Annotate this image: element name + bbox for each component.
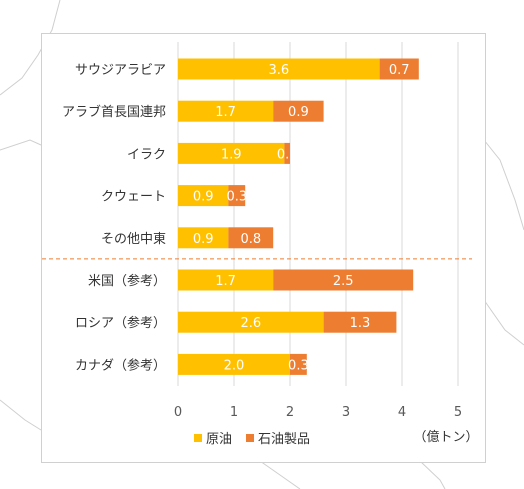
map-coastline xyxy=(259,460,301,489)
data-label: 0.9 xyxy=(193,190,214,205)
bar-crude-oil xyxy=(178,100,274,122)
legend-label: 石油製品 xyxy=(258,432,310,447)
data-label: 0.9 xyxy=(288,105,309,120)
x-tick-label: 3 xyxy=(342,405,350,420)
category-label: サウジアラビア xyxy=(75,63,166,78)
bar-oil-products xyxy=(290,353,307,375)
x-tick-label: 1 xyxy=(230,405,238,420)
map-coastline xyxy=(483,299,524,346)
map-coastline xyxy=(483,139,524,231)
data-label: 2.5 xyxy=(333,274,354,289)
legend-label: 原油 xyxy=(206,432,232,447)
bar-crude-oil xyxy=(178,311,324,333)
bar-oil-products xyxy=(284,142,290,164)
bar-crude-oil xyxy=(178,142,285,164)
chart-panel: 3.6 0.7 1.7 0.9 1.9 0.1 0.9 0.3 0.9 0.8 1.7 2.5 2.6 1… xyxy=(41,33,486,463)
legend: 原油 石油製品 xyxy=(194,432,310,447)
bar-oil-products xyxy=(228,227,274,249)
bar-chart: 3.6 0.7 1.7 0.9 1.9 0.1 0.9 0.3 0.9 0.8 1.7 2.5 2.6 1… xyxy=(42,42,479,447)
data-label: 1.7 xyxy=(215,105,236,120)
bar-crude-oil xyxy=(178,269,274,291)
category-label: カナダ（参考） xyxy=(75,357,166,373)
x-axis-ticks: 0 1 2 3 4 5 xyxy=(174,405,462,420)
map-coastline xyxy=(0,399,42,431)
x-tick-label: 0 xyxy=(174,405,182,420)
data-label: 2.6 xyxy=(240,316,261,331)
data-label: 2.0 xyxy=(224,358,245,373)
bar-crude-oil xyxy=(178,353,290,375)
bar-crude-oil xyxy=(178,227,229,249)
data-label: 0.8 xyxy=(240,232,261,247)
gridlines xyxy=(177,42,459,386)
category-label: その他中東 xyxy=(101,231,166,247)
bar-oil-products xyxy=(228,185,246,207)
category-label: イラク xyxy=(127,147,166,162)
map-coastline xyxy=(0,0,61,96)
data-label: 1.7 xyxy=(215,274,236,289)
bar-series: 3.6 0.7 1.7 0.9 1.9 0.1 0.9 0.3 0.9 0.8 1.7 2.5 2.6 1… xyxy=(178,58,419,375)
map-coastline xyxy=(419,460,446,489)
bar-crude-oil xyxy=(178,58,380,80)
data-label: 1.3 xyxy=(350,316,371,331)
x-tick-label: 5 xyxy=(454,405,462,420)
data-label: 0.3 xyxy=(226,190,247,205)
x-tick-label: 4 xyxy=(398,405,406,420)
map-coastline xyxy=(0,139,42,151)
data-label: 1.9 xyxy=(221,147,242,162)
bar-oil-products xyxy=(273,100,324,122)
unit-label: （億トン） xyxy=(413,429,478,445)
data-label: 0.1 xyxy=(277,147,298,162)
data-label: 0.7 xyxy=(389,63,410,78)
bar-crude-oil xyxy=(178,185,229,207)
bar-oil-products xyxy=(273,269,414,291)
x-tick-label: 2 xyxy=(286,405,294,420)
category-label: 米国（参考） xyxy=(88,273,166,289)
category-label: クウェート xyxy=(101,190,166,205)
bar-oil-products xyxy=(323,311,397,333)
legend-swatch xyxy=(194,434,202,442)
data-label: 3.6 xyxy=(268,63,289,78)
category-label: ロシア（参考） xyxy=(75,315,166,331)
bar-oil-products xyxy=(379,58,419,80)
legend-swatch xyxy=(246,434,254,442)
data-label: 0.9 xyxy=(193,232,214,247)
category-label: アラブ首長国連邦 xyxy=(62,104,166,120)
data-label: 0.3 xyxy=(288,358,309,373)
